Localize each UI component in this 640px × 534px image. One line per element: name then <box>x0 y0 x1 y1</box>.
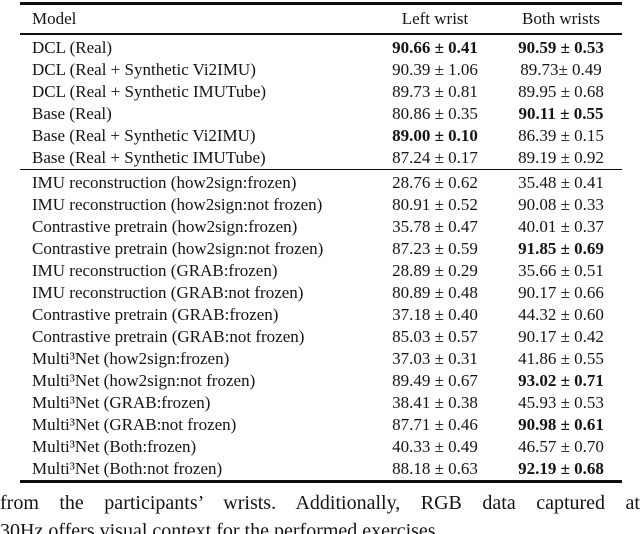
table-row: Base (Real) 80.86 ± 0.35 90.11 ± 0.55 <box>20 103 622 125</box>
model-cell: Multi³Net (how2sign:not frozen) <box>32 370 256 390</box>
model-cell: Contrastive pretrain (GRAB:not frozen) <box>32 326 305 346</box>
table-row: Base (Real + Synthetic IMUTube) 87.24 ± 0… <box>20 147 622 170</box>
table-row: Contrastive pretrain (GRAB:frozen) 37.18 … <box>20 304 622 326</box>
both-wrists-value: 90.59 ± 0.53 <box>518 37 604 57</box>
table-header: Model Left wrist Both wrists <box>20 3 622 35</box>
table-row: IMU reconstruction (how2sign:frozen) 28.7… <box>20 169 622 194</box>
column-header-both-wrists: Both wrists <box>500 3 622 35</box>
left-wrist-value: 80.91 ± 0.52 <box>392 194 478 214</box>
both-wrists-value: 45.93 ± 0.53 <box>518 392 604 412</box>
both-wrists-value: 86.39 ± 0.15 <box>518 125 604 145</box>
table-row: Multi³Net (Both:frozen) 40.33 ± 0.49 46.57… <box>20 436 622 458</box>
both-wrists-value: 90.08 ± 0.33 <box>518 194 604 214</box>
left-wrist-value: 88.18 ± 0.63 <box>392 458 478 478</box>
model-cell: Contrastive pretrain (how2sign:not froze… <box>32 238 324 258</box>
both-wrists-value: 93.02 ± 0.71 <box>518 370 604 390</box>
both-wrists-value: 40.01 ± 0.37 <box>518 216 604 236</box>
model-cell: IMU reconstruction (how2sign:frozen) <box>32 172 297 192</box>
left-wrist-value: 85.03 ± 0.57 <box>392 326 478 346</box>
table-row: Contrastive pretrain (GRAB:not frozen) 85… <box>20 326 622 348</box>
table-row: Contrastive pretrain (how2sign:frozen) 35… <box>20 216 622 238</box>
model-cell: Multi³Net (Both:not frozen) <box>32 458 223 478</box>
left-wrist-value: 37.03 ± 0.31 <box>392 348 478 368</box>
both-wrists-value: 92.19 ± 0.68 <box>518 458 604 478</box>
model-cell: DCL (Real + Synthetic IMUTube) <box>32 81 267 101</box>
table-row: Multi³Net (how2sign:frozen) 37.03 ± 0.31 4… <box>20 348 622 370</box>
table-row: DCL (Real + Synthetic Vi2IMU) 90.39 ± 1.0… <box>20 59 622 81</box>
table-row: Contrastive pretrain (how2sign:not froze… <box>20 238 622 260</box>
column-header-model: Model <box>20 3 370 35</box>
both-wrists-value: 35.48 ± 0.41 <box>518 172 604 192</box>
left-wrist-value: 87.24 ± 0.17 <box>392 147 478 167</box>
model-cell: Contrastive pretrain (how2sign:frozen) <box>32 216 298 236</box>
model-cell: Base (Real + Synthetic IMUTube) <box>32 147 266 167</box>
table-header-row: Model Left wrist Both wrists <box>20 3 622 35</box>
table-row: IMU reconstruction (GRAB:not frozen) 80.8… <box>20 282 622 304</box>
table-row: Multi³Net (how2sign:not frozen) 89.49 ± 0… <box>20 370 622 392</box>
model-cell: IMU reconstruction (GRAB:frozen) <box>32 260 278 280</box>
table-row: IMU reconstruction (GRAB:frozen) 28.89 ± … <box>20 260 622 282</box>
left-wrist-value: 90.39 ± 1.06 <box>392 59 478 79</box>
model-cell: Multi³Net (Both:frozen) <box>32 436 197 456</box>
model-cell: IMU reconstruction (GRAB:not frozen) <box>32 282 304 302</box>
both-wrists-value: 89.73± 0.49 <box>520 59 602 79</box>
left-wrist-value: 89.00 ± 0.10 <box>392 125 478 145</box>
model-cell: Multi³Net (how2sign:frozen) <box>32 348 230 368</box>
both-wrists-value: 89.19 ± 0.92 <box>518 147 604 167</box>
both-wrists-value: 90.17 ± 0.42 <box>518 326 604 346</box>
left-wrist-value: 35.78 ± 0.47 <box>392 216 478 236</box>
model-cell: IMU reconstruction (how2sign:not frozen) <box>32 194 323 214</box>
left-wrist-value: 87.71 ± 0.46 <box>392 414 478 434</box>
caption-line-2: 30Hz offers visual context for the perfo… <box>0 520 441 534</box>
left-wrist-value: 28.76 ± 0.62 <box>392 172 478 192</box>
table-row: DCL (Real + Synthetic IMUTube) 89.73 ± 0.… <box>20 81 622 103</box>
table-row: IMU reconstruction (how2sign:not frozen)… <box>20 194 622 216</box>
table-row: DCL (Real) 90.66 ± 0.41 90.59 ± 0.53 <box>20 34 622 59</box>
left-wrist-value: 90.66 ± 0.41 <box>392 37 478 57</box>
table-row: Multi³Net (GRAB:not frozen) 87.71 ± 0.46 9… <box>20 414 622 436</box>
both-wrists-value: 90.98 ± 0.61 <box>518 414 604 434</box>
left-wrist-value: 89.73 ± 0.81 <box>392 81 478 101</box>
both-wrists-value: 44.32 ± 0.60 <box>518 304 604 324</box>
both-wrists-value: 91.85 ± 0.69 <box>518 238 604 258</box>
left-wrist-value: 37.18 ± 0.40 <box>392 304 478 324</box>
both-wrists-value: 46.57 ± 0.70 <box>518 436 604 456</box>
both-wrists-value: 90.17 ± 0.66 <box>518 282 604 302</box>
left-wrist-value: 28.89 ± 0.29 <box>392 260 478 280</box>
table-row: Multi³Net (Both:not frozen) 88.18 ± 0.63 9… <box>20 458 622 482</box>
left-wrist-value: 87.23 ± 0.59 <box>392 238 478 258</box>
table-row: Base (Real + Synthetic Vi2IMU) 89.00 ± 0.… <box>20 125 622 147</box>
model-cell: DCL (Real) <box>32 37 113 57</box>
table-group-baseline: DCL (Real) 90.66 ± 0.41 90.59 ± 0.53 DCL (R… <box>20 34 622 170</box>
model-cell: DCL (Real + Synthetic Vi2IMU) <box>32 59 256 79</box>
model-cell: Multi³Net (GRAB:not frozen) <box>32 414 237 434</box>
table-row: Multi³Net (GRAB:frozen) 38.41 ± 0.38 45.93… <box>20 392 622 414</box>
left-wrist-value: 38.41 ± 0.38 <box>392 392 478 412</box>
caption-paragraph: from the participants’ wrists. Additiona… <box>0 489 640 534</box>
both-wrists-value: 35.66 ± 0.51 <box>518 260 604 280</box>
caption-line-1: from the participants’ wrists. Additiona… <box>0 492 640 514</box>
left-wrist-value: 40.33 ± 0.49 <box>392 436 478 456</box>
results-table: Model Left wrist Both wrists DCL (Real) 9… <box>20 2 622 483</box>
left-wrist-value: 89.49 ± 0.67 <box>392 370 478 390</box>
column-header-left-wrist: Left wrist <box>370 3 500 35</box>
left-wrist-value: 80.89 ± 0.48 <box>392 282 478 302</box>
both-wrists-value: 90.11 ± 0.55 <box>518 103 604 123</box>
both-wrists-value: 41.86 ± 0.55 <box>518 348 604 368</box>
model-cell: Contrastive pretrain (GRAB:frozen) <box>32 304 279 324</box>
both-wrists-value: 89.95 ± 0.68 <box>518 81 604 101</box>
model-cell: Base (Real + Synthetic Vi2IMU) <box>32 125 256 145</box>
model-cell: Base (Real) <box>32 103 112 123</box>
table-group-pretrain: IMU reconstruction (how2sign:frozen) 28.7… <box>20 169 622 481</box>
left-wrist-value: 80.86 ± 0.35 <box>392 103 478 123</box>
model-cell: Multi³Net (GRAB:frozen) <box>32 392 211 412</box>
